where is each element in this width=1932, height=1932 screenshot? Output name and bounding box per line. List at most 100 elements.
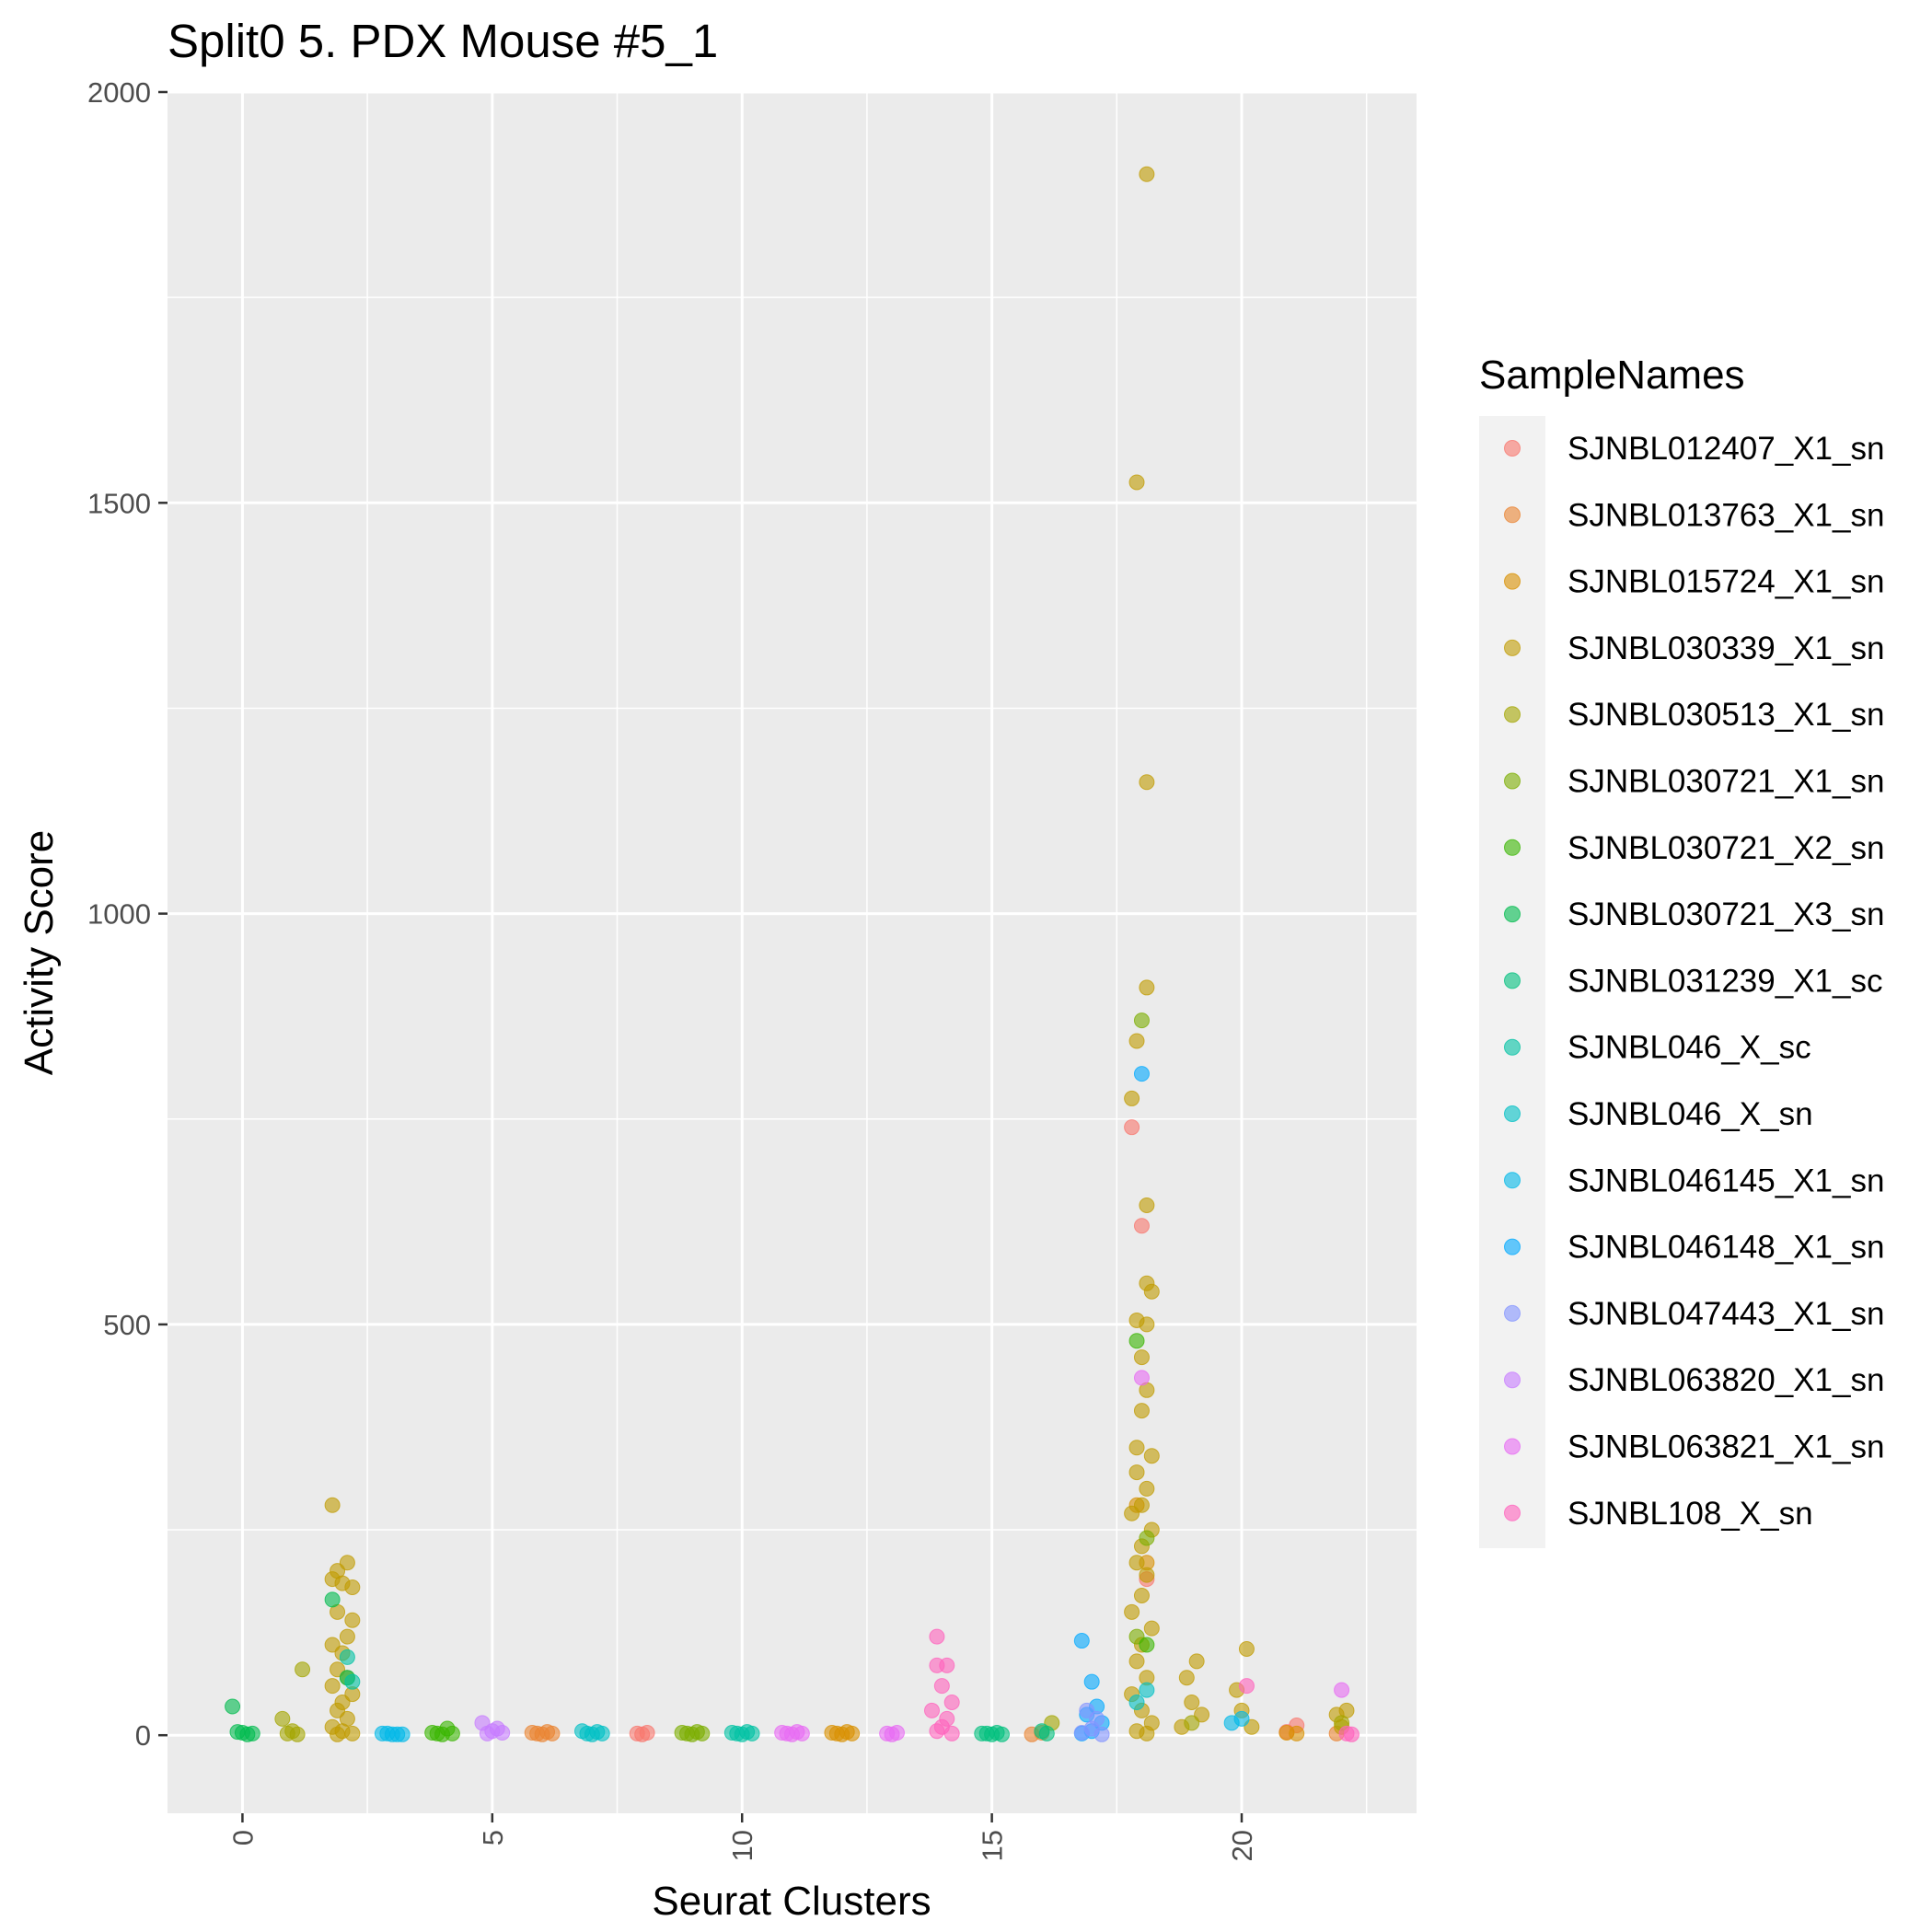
data-point <box>1128 1555 1145 1571</box>
data-point <box>1139 1197 1155 1213</box>
data-point <box>374 1725 390 1741</box>
data-point <box>1139 166 1155 182</box>
data-point <box>225 1698 241 1715</box>
y-tick-label: 1000 <box>87 898 151 931</box>
data-point <box>929 1628 945 1645</box>
data-point <box>939 1657 955 1673</box>
x-tick-label: 5 <box>477 1830 509 1845</box>
legend-label: SJNBL047443_X1_sn <box>1568 1296 1884 1332</box>
data-point <box>229 1724 246 1741</box>
legend-key <box>1504 839 1521 856</box>
legend-key <box>1504 1238 1521 1255</box>
data-point <box>694 1725 711 1741</box>
legend-label: SJNBL015724_X1_sn <box>1568 564 1884 600</box>
data-point <box>1139 1530 1155 1546</box>
data-point <box>929 1723 945 1740</box>
legend-label: SJNBL046_X_sc <box>1568 1030 1811 1066</box>
data-point <box>1083 1673 1100 1690</box>
x-tick-label: 0 <box>226 1830 259 1845</box>
data-point <box>1128 1464 1145 1481</box>
data-point <box>1128 1033 1145 1049</box>
legend-label: SJNBL046145_X1_sn <box>1568 1163 1884 1198</box>
data-point <box>793 1725 810 1741</box>
y-axis-title: Activity Score <box>17 830 62 1076</box>
data-point <box>1128 1333 1145 1349</box>
legend-label: SJNBL030721_X2_sn <box>1568 830 1884 866</box>
data-point <box>1143 1448 1160 1464</box>
x-axis: 0 5 10 15 20 <box>226 1813 1258 1861</box>
data-point <box>1139 1682 1155 1698</box>
legend-key <box>1504 1304 1521 1322</box>
legend-key <box>1504 573 1521 590</box>
data-point <box>1133 1066 1150 1082</box>
data-point <box>344 1673 361 1690</box>
plot-panel <box>168 92 1417 1813</box>
data-point <box>1128 1653 1145 1670</box>
legend-key <box>1504 1172 1521 1189</box>
data-point <box>943 1694 960 1710</box>
data-point <box>1133 1012 1150 1029</box>
data-point <box>993 1726 1010 1742</box>
data-point <box>1133 1403 1150 1419</box>
data-point <box>1139 1637 1155 1653</box>
data-point <box>1184 1694 1200 1710</box>
legend-key <box>1504 440 1521 457</box>
data-point <box>1238 1640 1255 1657</box>
legend-key <box>1504 1504 1521 1521</box>
chart-title: Split0 5. PDX Mouse #5_1 <box>168 15 718 67</box>
data-point <box>1188 1653 1205 1670</box>
data-point <box>1143 1620 1160 1637</box>
data-point <box>494 1725 511 1741</box>
data-point <box>1124 1119 1140 1136</box>
legend-key <box>1504 639 1521 656</box>
data-point <box>274 1710 291 1727</box>
data-point <box>344 1579 361 1596</box>
x-tick-label: 20 <box>1226 1830 1258 1861</box>
data-point <box>1133 1587 1150 1603</box>
legend-key <box>1504 1105 1521 1122</box>
data-point <box>1139 1567 1155 1583</box>
y-tick-label: 2000 <box>87 76 151 109</box>
data-point <box>324 1591 341 1608</box>
data-point <box>634 1726 651 1742</box>
legend-key <box>1504 772 1521 790</box>
legend-items: SJNBL012407_X1_sn SJNBL013763_X1_sn SJNBL0… <box>1504 431 1884 1532</box>
data-point <box>1334 1682 1350 1698</box>
data-point <box>933 1678 950 1695</box>
data-point <box>339 1555 355 1571</box>
data-point <box>524 1725 540 1741</box>
data-point <box>344 1612 361 1628</box>
data-point <box>824 1725 840 1741</box>
data-point <box>744 1725 760 1741</box>
legend-label: SJNBL030721_X3_sn <box>1568 897 1884 932</box>
data-point <box>479 1725 495 1741</box>
legend-label: SJNBL108_X_sn <box>1568 1496 1813 1532</box>
data-point <box>444 1725 460 1741</box>
data-point <box>1184 1715 1200 1731</box>
legend-label: SJNBL046_X_sn <box>1568 1096 1813 1132</box>
data-point <box>1073 1725 1090 1741</box>
legend-key <box>1504 972 1521 989</box>
x-tick-label: 10 <box>726 1830 758 1861</box>
data-point <box>1139 1480 1155 1497</box>
legend-label: SJNBL063821_X1_sn <box>1568 1429 1884 1465</box>
data-point <box>1343 1726 1359 1742</box>
data-point <box>1128 474 1145 491</box>
data-point <box>723 1725 740 1741</box>
legend-key <box>1504 906 1521 923</box>
legend-label: SJNBL012407_X1_sn <box>1568 431 1884 467</box>
y-axis: 0 500 1000 1500 2000 <box>87 76 168 1752</box>
legend-key <box>1504 1371 1521 1389</box>
data-point <box>1238 1678 1255 1695</box>
data-point <box>1289 1725 1305 1741</box>
data-point <box>1133 1370 1150 1386</box>
data-point <box>1233 1710 1250 1727</box>
data-point <box>339 1628 355 1645</box>
data-point <box>1124 1090 1140 1106</box>
data-point <box>1139 1316 1155 1333</box>
legend-label: SJNBL046148_X1_sn <box>1568 1230 1884 1266</box>
data-point <box>884 1726 900 1742</box>
legend-label: SJNBL030513_X1_sn <box>1568 697 1884 733</box>
data-point <box>1124 1603 1140 1620</box>
